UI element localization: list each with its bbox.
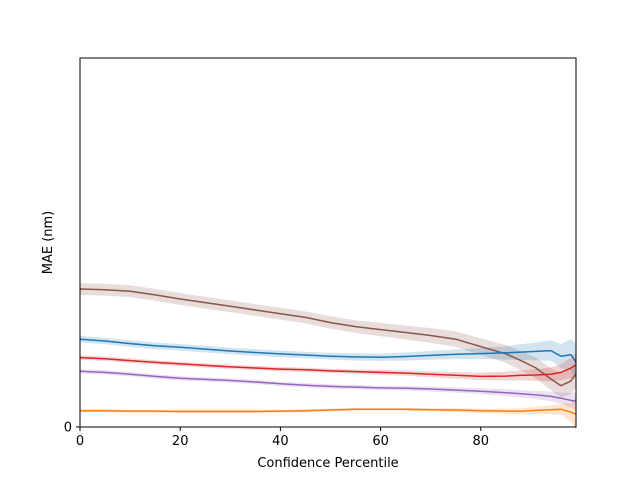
series-1-line [79, 288, 577, 387]
series-lines [79, 288, 577, 415]
x-tick-label: 20 [172, 434, 189, 449]
series-3-band [80, 352, 576, 382]
y-axis-ticks: 0 [64, 421, 80, 436]
x-axis-ticks: 0 20 40 60 80 [76, 427, 489, 449]
series-5-line [80, 408, 577, 415]
y-axis-label: MAE (nm) [41, 211, 56, 275]
x-axis-label: Confidence Percentile [257, 456, 398, 471]
plot-frame [79, 57, 577, 428]
x-tick-label: 0 [76, 434, 84, 449]
series-4-line [79, 370, 577, 402]
series-2-line [79, 338, 577, 363]
series-1-band [80, 283, 576, 398]
series-2-band [80, 335, 576, 381]
x-tick-label: 80 [473, 434, 490, 449]
x-tick-label: 60 [372, 434, 389, 449]
y-tick-label: 0 [64, 421, 72, 436]
x-tick-label: 40 [272, 434, 289, 449]
series-3-line [79, 356, 577, 378]
